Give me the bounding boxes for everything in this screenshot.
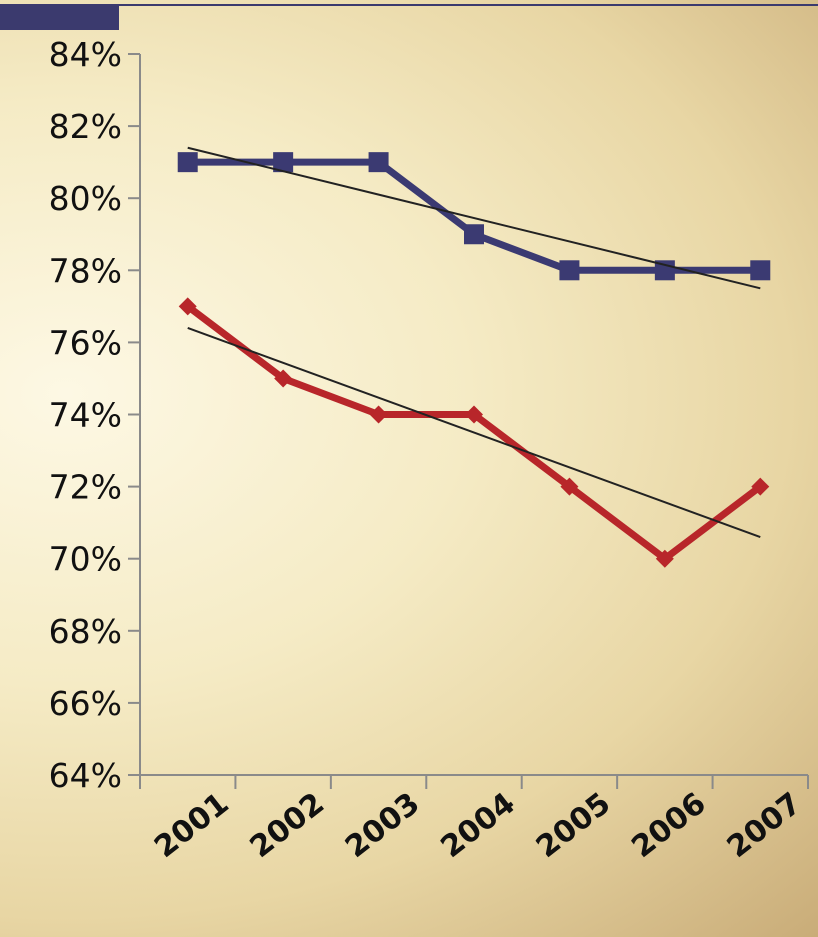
series-2-point	[655, 549, 674, 568]
x-tick-label: 2001	[148, 786, 235, 865]
x-tick-label: 2007	[721, 786, 808, 865]
x-tick-label: 2004	[434, 786, 521, 865]
header-accent-bar	[0, 4, 119, 30]
trendlines	[187, 146, 761, 539]
series-1-line	[184, 158, 764, 274]
chart-axes	[128, 53, 809, 789]
series-1-point	[177, 152, 198, 173]
series-1-point	[559, 260, 580, 281]
header-rule	[119, 4, 818, 6]
series-1-trendline	[187, 146, 761, 290]
y-tick-label: 64%	[49, 756, 122, 795]
series-2-trendline	[187, 327, 761, 539]
x-tick-label: 2005	[530, 786, 617, 865]
x-tick-label: 2006	[625, 786, 712, 865]
series-2-point	[274, 369, 293, 388]
series-2-point	[465, 405, 483, 424]
y-tick-label: 78%	[49, 251, 122, 290]
y-tick-label: 72%	[49, 468, 122, 507]
series-1-point	[368, 152, 389, 173]
series-1-point	[464, 224, 484, 245]
x-tick-label: 2002	[244, 786, 331, 865]
series-2-point	[751, 477, 770, 496]
y-tick-label: 68%	[49, 612, 122, 651]
x-tick-label: 2003	[339, 786, 426, 865]
series-1-point	[750, 260, 771, 281]
series-2-point	[178, 297, 197, 316]
y-tick-label: 82%	[49, 107, 122, 146]
series-2-point	[560, 477, 579, 496]
y-tick-label: 74%	[49, 396, 122, 435]
y-tick-label: 70%	[49, 540, 122, 579]
y-tick-label: 84%	[49, 35, 122, 74]
tick-labels: 64%66%68%70%72%74%76%78%80%82%84%2001 200…	[49, 35, 808, 865]
y-tick-label: 76%	[49, 323, 122, 362]
series-1-point	[273, 152, 294, 173]
y-tick-label: 80%	[49, 179, 122, 218]
data-series	[177, 152, 771, 568]
y-tick-label: 66%	[49, 684, 122, 723]
series-2-point	[369, 405, 388, 424]
